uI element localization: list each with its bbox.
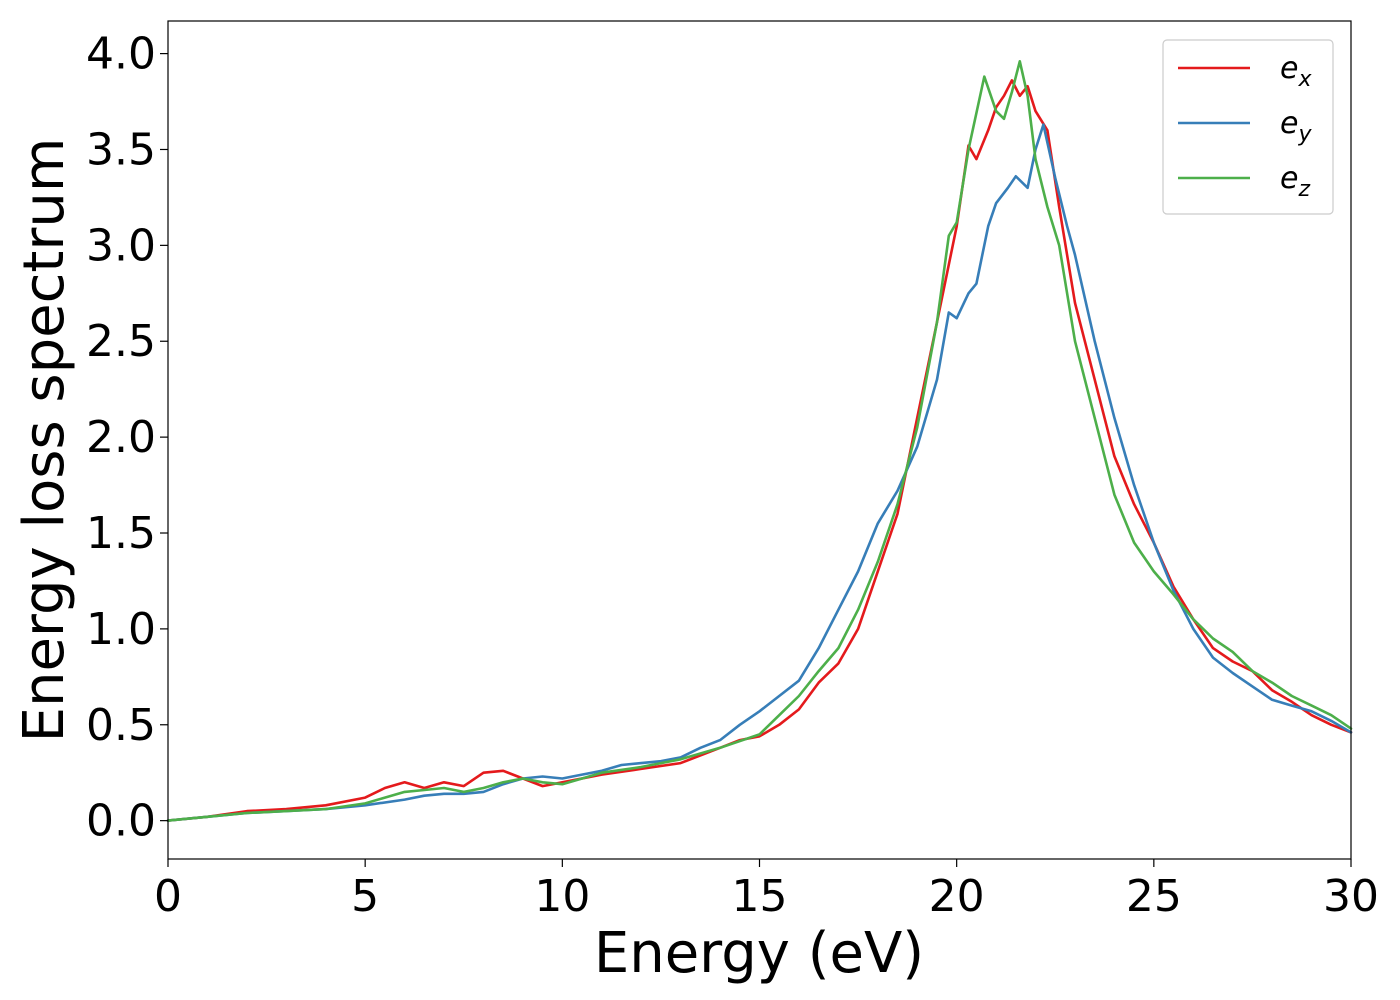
legend-label-base: e (1280, 51, 1298, 86)
x-tick-label: 20 (929, 871, 985, 922)
x-axis-label: Energy (eV) (594, 921, 924, 986)
y-tick-label: 3.5 (86, 124, 156, 175)
legend-label-y: ey (1280, 106, 1312, 147)
legend-label-subscript: y (1297, 122, 1312, 147)
x-tick-label: 5 (351, 871, 379, 922)
legend-label-x: ex (1280, 51, 1312, 92)
y-tick-label: 2.0 (86, 412, 156, 463)
y-tick-label: 0.0 (86, 796, 156, 847)
x-tick-label: 30 (1323, 871, 1379, 922)
x-tick-label: 10 (534, 871, 590, 922)
y-tick-label: 1.5 (86, 508, 156, 559)
legend-label-z: ez (1280, 161, 1310, 202)
legend-box (1162, 39, 1334, 215)
y-tick-label: 2.5 (86, 316, 156, 367)
legend-label-base: e (1280, 161, 1298, 196)
series-lines (166, 59, 1353, 822)
y-tick-label: 3.0 (86, 220, 156, 271)
legend-label-subscript: z (1297, 177, 1310, 202)
y-tick-label: 4.0 (86, 29, 156, 80)
y-axis-label: Energy loss spectrum (12, 138, 77, 743)
x-tick-label: 25 (1126, 871, 1182, 922)
y-axis-ticks: 0.0 0.5 1.0 1.5 2.0 2.5 3.0 3.5 4.0 (86, 29, 168, 847)
plot-background (168, 21, 1351, 859)
x-tick-label: 0 (154, 871, 182, 922)
series-line-z (166, 59, 1353, 822)
x-tick-label: 15 (732, 871, 788, 922)
legend-label-base: e (1280, 106, 1298, 141)
x-axis-ticks: 0 5 10 15 20 25 30 (154, 859, 1379, 922)
y-tick-label: 0.5 (86, 700, 156, 751)
series-line-y (166, 123, 1353, 822)
y-tick-label: 1.0 (86, 604, 156, 655)
legend-label-subscript: x (1297, 67, 1312, 92)
